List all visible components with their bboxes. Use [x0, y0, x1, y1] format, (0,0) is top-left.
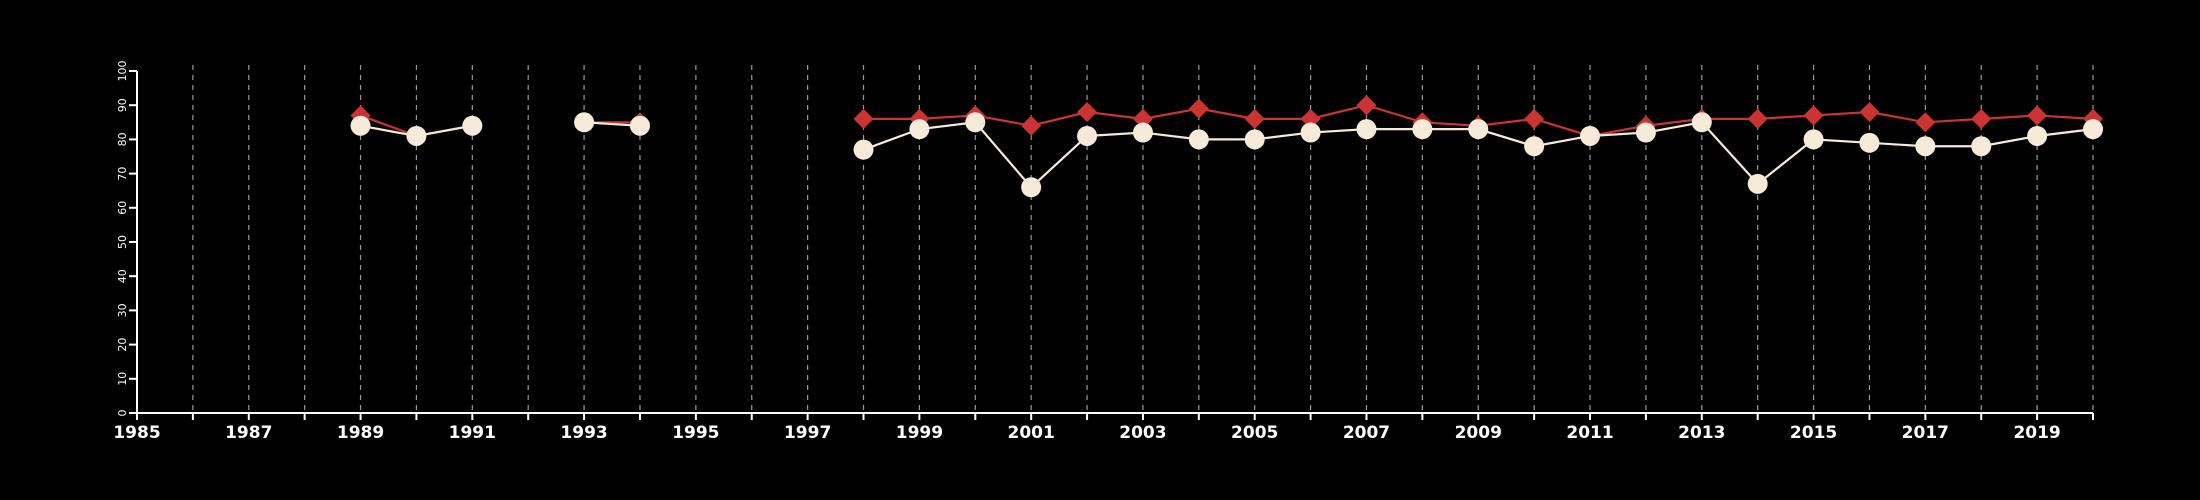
x-tick-label: 2017: [1902, 423, 1949, 443]
axes: 0 10 20 30 40 50 60 70 80 90 100 1985 1987 1989 1991 19…: [113, 61, 2094, 443]
data-point-circle: [1915, 136, 1936, 157]
x-tick-label: 2019: [2013, 423, 2060, 443]
x-tick-label: 1999: [896, 423, 943, 443]
x-tick-label: 1993: [560, 423, 607, 443]
data-point-circle: [1021, 177, 1042, 198]
y-tick-label: 50: [116, 235, 129, 249]
series-lines: [360, 104, 2094, 189]
data-point-circle: [965, 112, 986, 133]
data-point-diamond: [1021, 115, 1042, 136]
data-point-circle: [574, 112, 595, 133]
data-point-circle: [1803, 129, 1824, 150]
x-tick-label: 2001: [1008, 423, 1055, 443]
data-point-circle: [1691, 112, 1712, 133]
y-tick-label: 70: [116, 167, 129, 181]
data-point-diamond: [1077, 102, 1098, 123]
data-point-diamond: [2027, 105, 2048, 126]
data-point-circle: [1635, 122, 1656, 143]
data-point-diamond: [1356, 95, 1377, 116]
y-tick-label: 100: [116, 61, 129, 82]
x-tick-label: 1987: [225, 423, 272, 443]
y-tick-label: 40: [116, 269, 129, 283]
data-point-diamond: [1803, 105, 1824, 126]
x-tick-label: 1997: [784, 423, 831, 443]
data-point-diamond: [1915, 112, 1936, 133]
data-point-circle: [2083, 119, 2103, 140]
x-tick-label: 2005: [1231, 423, 1278, 443]
data-point-circle: [1747, 173, 1768, 194]
y-tick-label: 30: [116, 303, 129, 317]
data-point-circle: [1971, 136, 1992, 157]
x-tick-label: 1991: [449, 423, 496, 443]
x-tick-label: 2013: [1678, 423, 1725, 443]
x-tick-label: 2003: [1119, 423, 1166, 443]
x-tick-label: 2009: [1455, 423, 1502, 443]
x-tick-label: 1989: [337, 423, 384, 443]
data-point-circle: [909, 119, 930, 140]
data-point-circle: [406, 125, 427, 146]
y-tick-label: 0: [116, 410, 129, 417]
data-point-circle: [1077, 125, 1098, 146]
data-point-circle: [629, 115, 650, 136]
data-point-diamond: [1244, 108, 1265, 129]
data-point-circle: [1188, 129, 1209, 150]
grid-lines: [192, 65, 2094, 413]
data-point-circle: [350, 115, 371, 136]
data-point-diamond: [1300, 108, 1321, 129]
x-tick-label: 2015: [1790, 423, 1837, 443]
data-point-diamond: [1859, 102, 1880, 123]
x-tick-label: 1985: [113, 423, 160, 443]
data-point-circle: [1412, 119, 1433, 140]
data-point-circle: [853, 139, 874, 160]
data-point-circle: [1468, 119, 1489, 140]
data-point-circle: [1859, 132, 1880, 153]
data-point-circle: [2027, 125, 2048, 146]
data-point-diamond: [1188, 98, 1209, 119]
data-point-circle: [1356, 119, 1377, 140]
y-tick-label: 90: [116, 98, 129, 112]
data-point-circle: [1244, 129, 1265, 150]
y-tick-label: 60: [116, 201, 129, 215]
data-point-diamond: [2083, 108, 2103, 129]
x-tick-label: 2007: [1343, 423, 1390, 443]
data-point-diamond: [1132, 108, 1153, 129]
series-markers: [350, 95, 2103, 198]
data-point-diamond: [853, 108, 874, 129]
data-point-diamond: [909, 108, 930, 129]
x-tick-label: 1995: [672, 423, 719, 443]
data-point-circle: [1580, 125, 1601, 146]
data-point-circle: [1132, 122, 1153, 143]
y-tick-label: 80: [116, 132, 129, 146]
data-point-diamond: [1524, 108, 1545, 129]
y-tick-label: 10: [116, 372, 129, 386]
data-point-diamond: [1747, 108, 1768, 129]
data-point-circle: [1524, 136, 1545, 157]
data-point-circle: [462, 115, 483, 136]
y-tick-label: 20: [116, 338, 129, 352]
x-tick-label: 2011: [1566, 423, 1613, 443]
data-point-circle: [1300, 122, 1321, 143]
data-point-diamond: [1971, 108, 1992, 129]
